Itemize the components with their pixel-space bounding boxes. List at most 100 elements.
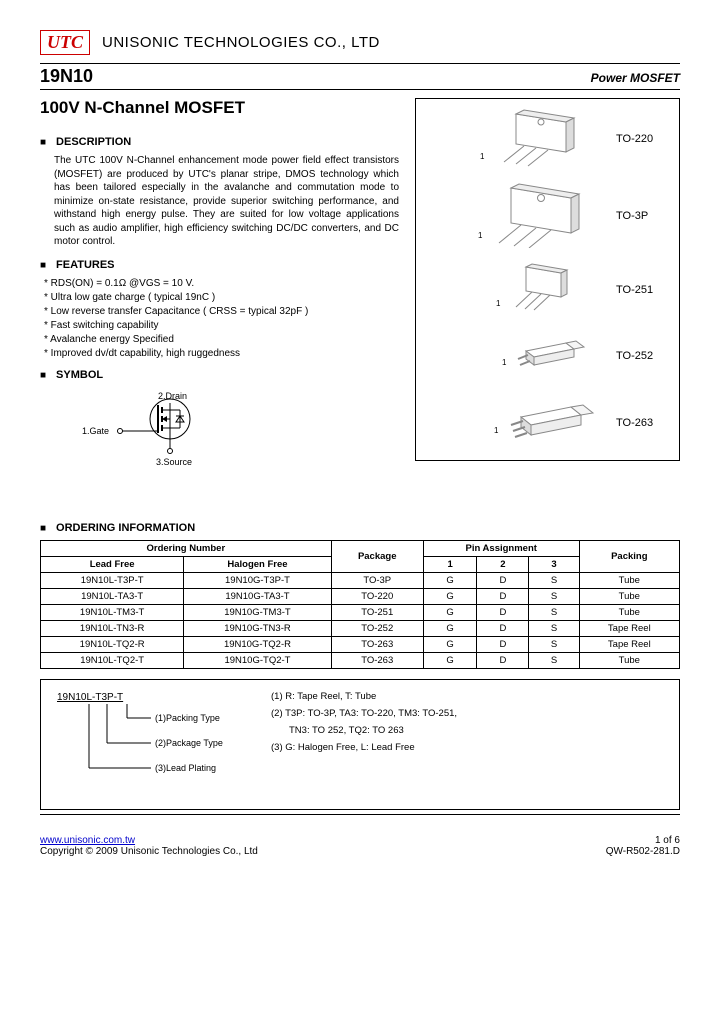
package-row: 1 TO-220 <box>424 109 671 169</box>
table-cell: Tube <box>579 652 679 668</box>
package-row: 1 TO-252 <box>424 331 671 381</box>
package-label: TO-3P <box>616 210 671 222</box>
package-frame: 1 TO-220 1 TO <box>415 98 680 461</box>
table-cell: TO-263 <box>331 636 423 652</box>
table-cell: 19N10G-TQ2-T <box>184 652 331 668</box>
svg-text:1: 1 <box>480 152 485 161</box>
table-cell: Tube <box>579 588 679 604</box>
table-cell: Tape Reel <box>579 620 679 636</box>
table-cell: 19N10G-TM3-T <box>184 604 331 620</box>
svg-text:19N10L-T3P-T: 19N10L-T3P-T <box>57 692 123 703</box>
package-row: 1 TO-251 <box>424 262 671 317</box>
table-cell: G <box>423 572 477 588</box>
legend-line: (2) T3P: TO-3P, TA3: TO-220, TM3: TO-251… <box>271 705 669 722</box>
to252-icon: 1 <box>476 331 606 381</box>
svg-text:1: 1 <box>496 299 501 308</box>
package-row: 1 TO-3P <box>424 183 671 248</box>
table-cell: Tube <box>579 572 679 588</box>
table-cell: TO-251 <box>331 604 423 620</box>
table-cell: 19N10G-T3P-T <box>184 572 331 588</box>
svg-text:(2)Package Type: (2)Package Type <box>155 738 223 748</box>
feature-item: Ultra low gate charge ( typical 19nC ) <box>44 291 399 305</box>
right-column: 1 TO-220 1 TO <box>415 98 680 514</box>
table-cell: G <box>423 636 477 652</box>
table-row: 19N10L-TN3-R19N10G-TN3-RTO-252GDSTape Re… <box>41 620 680 636</box>
table-cell: 19N10G-TQ2-R <box>184 636 331 652</box>
symbol-heading: SYMBOL <box>40 369 399 381</box>
th-halogen-free: Halogen Free <box>184 556 331 572</box>
feature-item: Improved dv/dt capability, high ruggedne… <box>44 347 399 361</box>
table-cell: S <box>529 620 579 636</box>
package-label: TO-220 <box>616 133 671 145</box>
feature-item: Fast switching capability <box>44 319 399 333</box>
table-cell: Tube <box>579 604 679 620</box>
svg-text:1: 1 <box>502 358 507 367</box>
legend-diagram-icon: 19N10L-T3P-T (1)Packing Type (2)Package … <box>51 688 251 798</box>
title-row: 19N10 Power MOSFET <box>40 66 680 87</box>
package-row: 1 TO-263 <box>424 395 671 450</box>
legend-box: 19N10L-T3P-T (1)Packing Type (2)Package … <box>40 679 680 810</box>
features-list: RDS(ON) = 0.1Ω @VGS = 10 V. Ultra low ga… <box>44 277 399 361</box>
to263-icon: 1 <box>476 395 606 450</box>
svg-text:1.Gate: 1.Gate <box>82 426 109 436</box>
to251-icon: 1 <box>476 262 606 317</box>
legend-line: TN3: TO 252, TQ2: TO 263 <box>271 722 669 739</box>
feature-item: Low reverse transfer Capacitance ( CRSS … <box>44 305 399 319</box>
table-cell: 19N10G-TA3-T <box>184 588 331 604</box>
table-row: 19N10L-TA3-T19N10G-TA3-TTO-220GDSTube <box>41 588 680 604</box>
svg-text:(1)Packing Type: (1)Packing Type <box>155 713 220 723</box>
table-cell: D <box>477 620 529 636</box>
table-cell: 19N10L-TQ2-R <box>41 636 184 652</box>
svg-text:3.Source: 3.Source <box>156 457 192 467</box>
table-row: 19N10L-T3P-T19N10G-T3P-TTO-3PGDSTube <box>41 572 680 588</box>
package-label: TO-251 <box>616 284 671 296</box>
feature-item: Avalanche energy Specified <box>44 333 399 347</box>
footer-copyright: Copyright © 2009 Unisonic Technologies C… <box>40 846 258 857</box>
table-cell: S <box>529 652 579 668</box>
table-cell: S <box>529 572 579 588</box>
table-cell: Tape Reel <box>579 636 679 652</box>
table-row: 19N10L-TM3-T19N10G-TM3-TTO-251GDSTube <box>41 604 680 620</box>
legend-left: 19N10L-T3P-T (1)Packing Type (2)Package … <box>51 688 251 801</box>
th-package: Package <box>331 540 423 572</box>
th-ordering-number: Ordering Number <box>41 540 332 556</box>
table-cell: G <box>423 604 477 620</box>
svg-text:(3)Lead Plating: (3)Lead Plating <box>155 763 216 773</box>
table-cell: G <box>423 652 477 668</box>
footer-url[interactable]: www.unisonic.com.tw <box>40 835 135 846</box>
table-cell: 19N10L-TM3-T <box>41 604 184 620</box>
to220-icon: 1 <box>476 109 606 169</box>
description-heading: DESCRIPTION <box>40 136 399 148</box>
table-cell: 19N10G-TN3-R <box>184 620 331 636</box>
footer-left: www.unisonic.com.tw Copyright © 2009 Uni… <box>40 835 258 857</box>
feature-item: RDS(ON) = 0.1Ω @VGS = 10 V. <box>44 277 399 291</box>
table-cell: TO-3P <box>331 572 423 588</box>
product-title: 100V N-Channel MOSFET <box>40 98 399 118</box>
th-p1: 1 <box>423 556 477 572</box>
table-cell: TO-252 <box>331 620 423 636</box>
package-label: TO-252 <box>616 350 671 362</box>
svg-text:1: 1 <box>494 426 499 435</box>
logo: UTC <box>40 30 90 55</box>
table-cell: 19N10L-TA3-T <box>41 588 184 604</box>
table-cell: D <box>477 588 529 604</box>
th-lead-free: Lead Free <box>41 556 184 572</box>
table-cell: S <box>529 604 579 620</box>
rule-sub <box>40 89 680 90</box>
table-cell: 19N10L-TQ2-T <box>41 652 184 668</box>
footer-page: 1 of 6 <box>655 835 680 846</box>
svg-text:1: 1 <box>478 231 483 240</box>
footer: www.unisonic.com.tw Copyright © 2009 Uni… <box>40 835 680 857</box>
rule-top <box>40 63 680 64</box>
table-cell: S <box>529 588 579 604</box>
legend-line: (3) G: Halogen Free, L: Lead Free <box>271 739 669 756</box>
legend-right: (1) R: Tape Reel, T: Tube (2) T3P: TO-3P… <box>271 688 669 801</box>
main: 100V N-Channel MOSFET DESCRIPTION The UT… <box>40 98 680 514</box>
table-cell: G <box>423 620 477 636</box>
header: UTC UNISONIC TECHNOLOGIES CO., LTD <box>40 30 680 55</box>
table-cell: D <box>477 636 529 652</box>
table-cell: D <box>477 604 529 620</box>
footer-rule <box>40 814 680 815</box>
left-column: 100V N-Channel MOSFET DESCRIPTION The UT… <box>40 98 399 514</box>
th-p3: 3 <box>529 556 579 572</box>
